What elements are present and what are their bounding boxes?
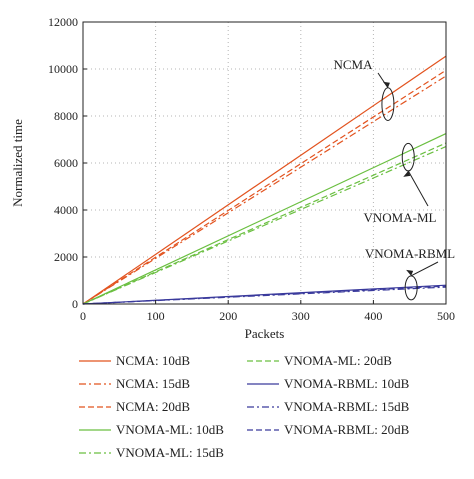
legend-swatch (247, 360, 279, 362)
y-tick-label: 2000 (54, 250, 78, 264)
annotations: NCMA VNOMA-ML VNOMA-RBML (333, 57, 455, 301)
annotation-arrow (407, 170, 429, 207)
annotation-label: VNOMA-ML (364, 210, 437, 225)
legend-swatch (247, 406, 279, 408)
legend-label: NCMA: 10dB (116, 353, 191, 368)
series-line-4 (82, 133, 447, 305)
legend-swatch (79, 406, 111, 408)
legend-swatch (79, 429, 111, 431)
y-tick-label: 6000 (54, 156, 78, 170)
axis-ticks: 0 100 200 300 400 500 0 2000 4000 6000 8000 10000 12… (48, 15, 455, 323)
grid (83, 22, 446, 304)
y-axis-label: Normalized time (10, 119, 25, 207)
y-tick-label: 0 (72, 297, 78, 311)
legend-label: VNOMA-ML: 15dB (116, 445, 224, 460)
legend-swatch (79, 360, 111, 362)
legend-label: VNOMA-RBML: 15dB (284, 399, 410, 414)
series-lines (82, 55, 447, 305)
annotation-arrowhead (406, 269, 414, 276)
legend-label: VNOMA-ML: 10dB (116, 422, 224, 437)
annotation-arrowhead (403, 170, 411, 177)
x-axis-label: Packets (245, 326, 285, 341)
x-tick-label: 300 (292, 309, 310, 323)
series-line-2 (82, 75, 447, 305)
series-line-1 (82, 55, 447, 305)
series-line-3 (82, 69, 447, 305)
series-line-9 (82, 285, 447, 305)
legend-item: NCMA: 10dB (78, 352, 190, 370)
legend-item: VNOMA-RBML: 10dB (246, 375, 409, 393)
legend-swatch (247, 383, 279, 385)
x-tick-label: 200 (219, 309, 237, 323)
y-tick-label: 4000 (54, 203, 78, 217)
legend-swatch (79, 383, 111, 385)
y-tick-label: 12000 (48, 15, 78, 29)
annotation-ellipse (401, 142, 415, 172)
line-chart: 0 100 200 300 400 500 0 2000 4000 6000 8000 10000 12… (10, 15, 455, 341)
legend-label: VNOMA-RBML: 20dB (284, 422, 410, 437)
legend-label: VNOMA-ML: 20dB (284, 353, 392, 368)
legend-label: NCMA: 20dB (116, 399, 191, 414)
x-tick-label: 100 (147, 309, 165, 323)
series-line-6 (82, 142, 447, 305)
x-tick-label: 500 (437, 309, 455, 323)
annotation-label: NCMA (333, 57, 373, 72)
legend: NCMA: 10dB NCMA: 15dB NCMA: 20dB VNOMA-ML: … (78, 352, 458, 472)
annotation-arrowhead (382, 81, 390, 88)
legend-item: VNOMA-ML: 10dB (78, 421, 224, 439)
annotation-label: VNOMA-RBML (365, 246, 455, 261)
annotation-arrow (410, 261, 439, 277)
x-tick-label: 0 (80, 309, 86, 323)
legend-item: VNOMA-RBML: 20dB (246, 421, 409, 439)
legend-label: NCMA: 15dB (116, 376, 191, 391)
legend-label: VNOMA-RBML: 10dB (284, 376, 410, 391)
y-tick-label: 10000 (48, 62, 78, 76)
x-tick-label: 400 (364, 309, 382, 323)
y-tick-label: 8000 (54, 109, 78, 123)
legend-swatch (247, 429, 279, 431)
legend-item: VNOMA-ML: 15dB (78, 444, 224, 462)
legend-item: NCMA: 20dB (78, 398, 190, 416)
legend-swatch (79, 452, 111, 454)
legend-item: VNOMA-RBML: 15dB (246, 398, 409, 416)
legend-item: NCMA: 15dB (78, 375, 190, 393)
legend-item: VNOMA-ML: 20dB (246, 352, 392, 370)
